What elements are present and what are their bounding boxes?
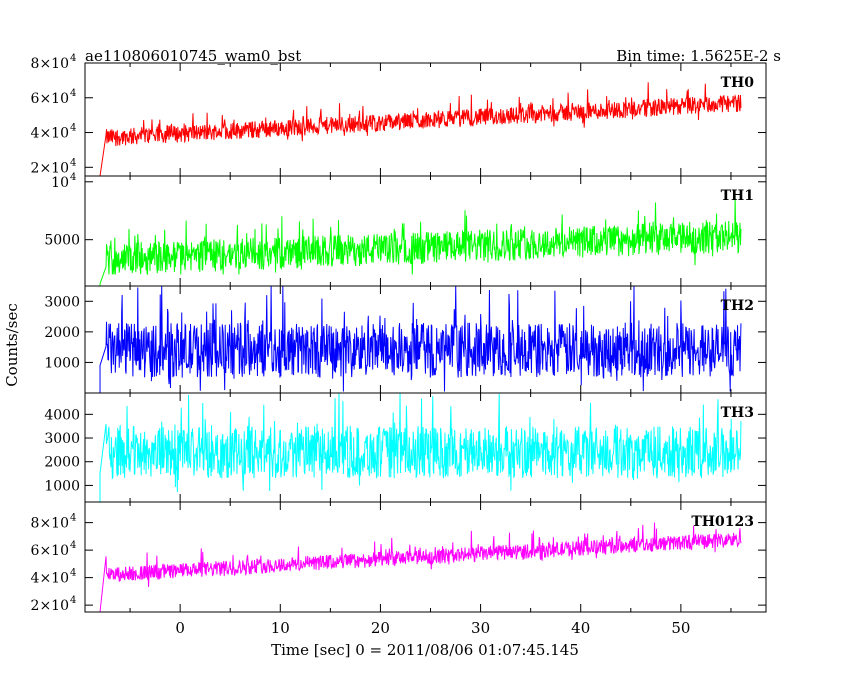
y-tick-label: 2×10: [31, 160, 69, 176]
bin-time-label: Bin time: 1.5625E-2 s: [616, 47, 781, 65]
y-tick-label: 6×10: [31, 543, 69, 559]
y-tick-exponent: 4: [70, 123, 76, 134]
series-line-th2: [99, 285, 742, 393]
panel-label: TH2: [721, 298, 754, 314]
panel-frame: [84, 175, 767, 287]
y-tick-exponent: 4: [70, 157, 76, 168]
y-tick-exponent: 4: [70, 540, 76, 551]
panel-th2: 1000 2000 3000 TH2: [44, 285, 767, 394]
x-tick-label: 30: [471, 619, 490, 637]
x-tick-label: 50: [671, 619, 690, 637]
y-tick-label: 8×10: [31, 516, 69, 532]
y-tick-label: 2000: [44, 455, 80, 471]
y-tick-label: 6×10: [31, 91, 69, 107]
panel-th3: 1000 2000 3000 4000 TH3: [44, 392, 767, 503]
x-tick-label: 10: [271, 619, 290, 637]
y-tick-label: 5000: [44, 233, 80, 249]
y-tick-label: 1000: [44, 355, 80, 371]
panel-label: TH1: [721, 188, 754, 204]
y-tick-label: 10: [51, 175, 69, 191]
panel-label: TH3: [721, 405, 754, 421]
panel-th1: 5000 10 4 TH1: [44, 172, 767, 287]
y-tick-label: 4×10: [31, 571, 69, 587]
y-axis-label: Counts/sec: [3, 303, 21, 387]
series-line-th1: [99, 195, 742, 286]
y-tick-label: 2000: [44, 325, 80, 341]
y-tick-label: 3000: [44, 431, 80, 447]
series-line-th3: [99, 392, 742, 502]
x-tick-label: 40: [571, 619, 590, 637]
y-tick-exponent: 4: [70, 172, 76, 183]
y-tick-label: 1000: [44, 478, 80, 494]
x-axis-label: Time [sec] 0 = 2011/08/06 01:07:45.145: [271, 641, 579, 659]
series-line-th0: [99, 82, 742, 177]
y-tick-exponent: 4: [70, 513, 76, 524]
y-tick-label: 4000: [44, 407, 80, 423]
x-tick-label: 20: [371, 619, 390, 637]
y-tick-label: 3000: [44, 294, 80, 310]
y-tick-exponent: 4: [70, 568, 76, 579]
chart-title: ae110806010745_wam0_bst: [85, 47, 301, 65]
y-tick-label: 4×10: [31, 126, 69, 142]
y-tick-label: 8×10: [31, 56, 69, 72]
panel-th0123: 2×10 44×10 46×10 48×10 4 TH0123: [31, 501, 767, 614]
x-tick-label: 0: [175, 619, 185, 637]
panel-frame: [84, 501, 767, 613]
y-tick-label: 2×10: [31, 598, 69, 614]
panel-label: TH0123: [691, 514, 754, 530]
series-line-th0123: [99, 522, 742, 613]
panel-label: TH0: [721, 75, 755, 91]
y-tick-exponent: 4: [70, 595, 76, 606]
y-tick-exponent: 4: [70, 53, 76, 64]
y-tick-exponent: 4: [70, 88, 76, 99]
